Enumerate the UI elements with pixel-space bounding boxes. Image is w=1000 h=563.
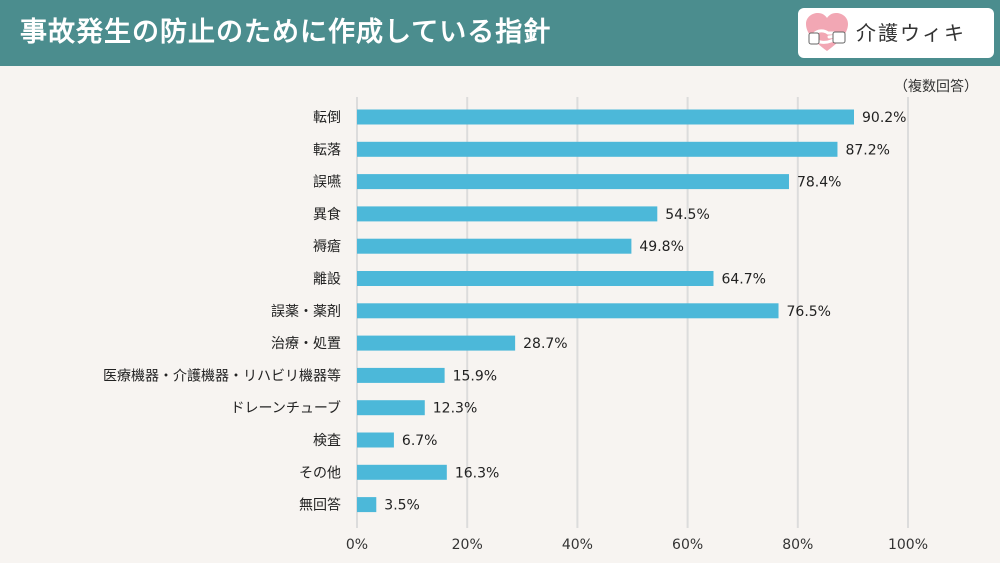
category-label: 褥瘡	[313, 238, 341, 255]
bar	[357, 271, 714, 286]
bar	[357, 238, 632, 254]
category-label: 転倒	[313, 110, 341, 126]
bar	[357, 206, 658, 222]
page-title: 事故発生の防止のために作成している指針	[20, 17, 552, 48]
category-label: 異食	[313, 206, 341, 223]
value-label: 15.9%	[453, 368, 497, 384]
bar	[357, 367, 445, 383]
bar	[357, 303, 779, 319]
value-label: 64.7%	[721, 272, 765, 288]
x-tick-label: 80%	[782, 537, 813, 553]
bar	[357, 335, 516, 351]
category-label: 治療・処置	[271, 335, 341, 352]
category-label: 医療機器・介護機器・リハビリ機器等	[103, 367, 341, 384]
category-label: 誤薬・薬剤	[271, 304, 341, 320]
value-label: 28.7%	[523, 336, 567, 352]
value-label: 49.8%	[639, 239, 683, 255]
x-tick-label: 100%	[888, 537, 928, 553]
bar	[357, 497, 377, 513]
category-label: 検査	[313, 433, 341, 449]
multiple-answer-note: （複数回答）	[894, 79, 978, 95]
value-label: 90.2%	[862, 110, 906, 126]
bar	[357, 464, 447, 480]
header-bar: 事故発生の防止のために作成している指針 介護ウィキ	[0, 0, 1000, 66]
value-label: 87.2%	[845, 142, 889, 158]
value-label: 76.5%	[787, 304, 831, 320]
category-label: 誤嚥	[313, 175, 341, 191]
brand-name: 介護ウィキ	[856, 21, 966, 45]
category-label: 無回答	[299, 497, 341, 514]
x-tick-label: 60%	[672, 537, 703, 553]
bar	[357, 174, 789, 190]
value-label: 6.7%	[402, 433, 438, 449]
bar	[357, 141, 838, 157]
value-label: 12.3%	[433, 401, 477, 417]
category-label: その他	[299, 465, 341, 481]
category-label: ドレーンチューブ	[231, 400, 341, 417]
value-label: 78.4%	[797, 175, 841, 191]
x-tick-label: 20%	[452, 537, 483, 553]
heart-hands-icon	[806, 13, 848, 51]
category-label: 転落	[313, 142, 341, 158]
bar	[357, 109, 855, 125]
category-label: 離設	[313, 271, 341, 288]
bar	[357, 400, 425, 416]
value-label: 16.3%	[455, 465, 499, 481]
bar	[357, 432, 394, 448]
value-label: 54.5%	[665, 207, 709, 223]
brand-badge[interactable]: 介護ウィキ	[798, 8, 994, 58]
value-label: 3.5%	[384, 498, 420, 514]
x-tick-label: 40%	[562, 537, 593, 553]
x-tick-label: 0%	[346, 537, 368, 553]
